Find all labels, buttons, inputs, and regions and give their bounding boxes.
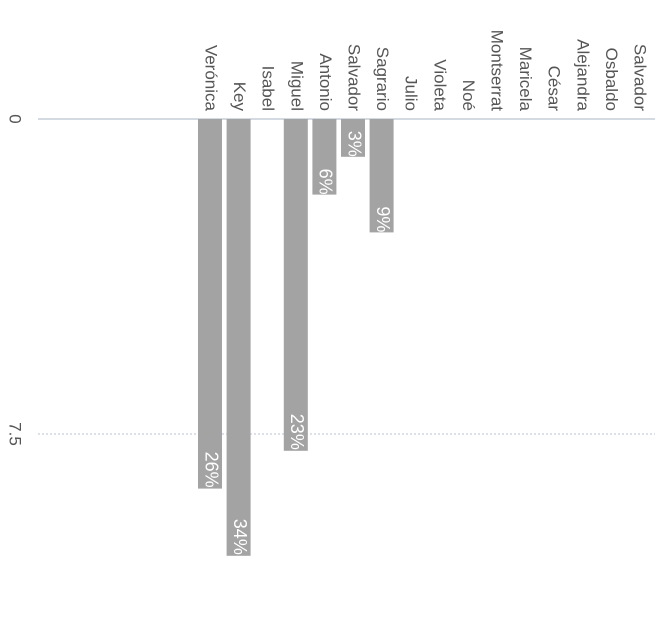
bar (283, 119, 308, 451)
bar (198, 119, 222, 489)
category-label: Salvador (345, 44, 364, 111)
tick-label: 0 (6, 114, 25, 123)
bar (226, 119, 251, 556)
bar (369, 119, 394, 233)
category-label: Osbaldo (602, 48, 621, 111)
data-label: 3% (344, 131, 364, 157)
category-label: Isabel (259, 66, 278, 111)
category-label: Montserrat (488, 30, 507, 112)
category-label: Verónica (202, 45, 221, 112)
data-label: 34% (230, 519, 250, 555)
category-label: Sagrario (373, 47, 392, 111)
category-label: César (545, 66, 564, 112)
bar (312, 119, 337, 195)
category-label: Violeta (430, 59, 449, 111)
category-label: Maricela (516, 47, 535, 112)
category-label: Alejandra (573, 39, 592, 111)
category-label: Key (230, 82, 249, 112)
data-label: 9% (373, 206, 393, 232)
data-label: 26% (201, 452, 221, 488)
data-label: 23% (287, 414, 307, 450)
category-label: Noé (459, 80, 478, 111)
category-label: Salvador (631, 44, 650, 111)
category-label: Miguel (287, 61, 306, 111)
category-label: Julio (402, 76, 421, 111)
data-label: 6% (316, 169, 336, 195)
bar (341, 119, 365, 157)
tick-label: 7.5 (6, 422, 25, 446)
category-label: Antonio (316, 53, 335, 111)
